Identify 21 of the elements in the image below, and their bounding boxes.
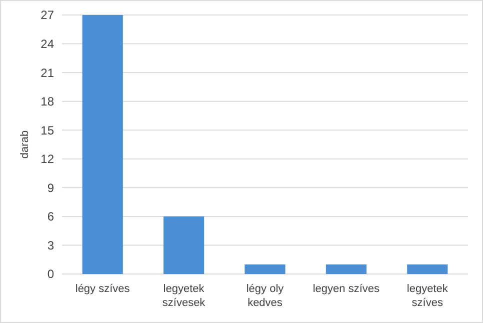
bar [407,264,448,274]
bar [326,264,366,274]
y-tick-label: 15 [40,123,54,138]
y-tick-label: 12 [40,152,54,166]
y-tick-label: 21 [40,66,54,80]
y-tick-label: 18 [40,94,54,109]
y-tick-label: 27 [40,8,54,22]
y-tick-label: 3 [47,238,54,252]
y-axis-title: darab [19,130,31,159]
y-tick-label: 0 [47,267,54,282]
bar [164,216,204,274]
x-tick-label: legyetek szíves [406,283,448,309]
x-tick-label: légy szíves [75,283,130,295]
x-tick-label: legyen szíves [312,283,380,295]
bar [82,15,123,274]
x-tick-label: legyetek szívesek [162,283,206,309]
bar [244,264,286,274]
y-tick-label: 24 [40,36,54,51]
y-tick-label: 6 [47,210,54,224]
y-tick-label: 9 [47,180,54,195]
x-tick-label: légy oly kedves [246,283,284,309]
